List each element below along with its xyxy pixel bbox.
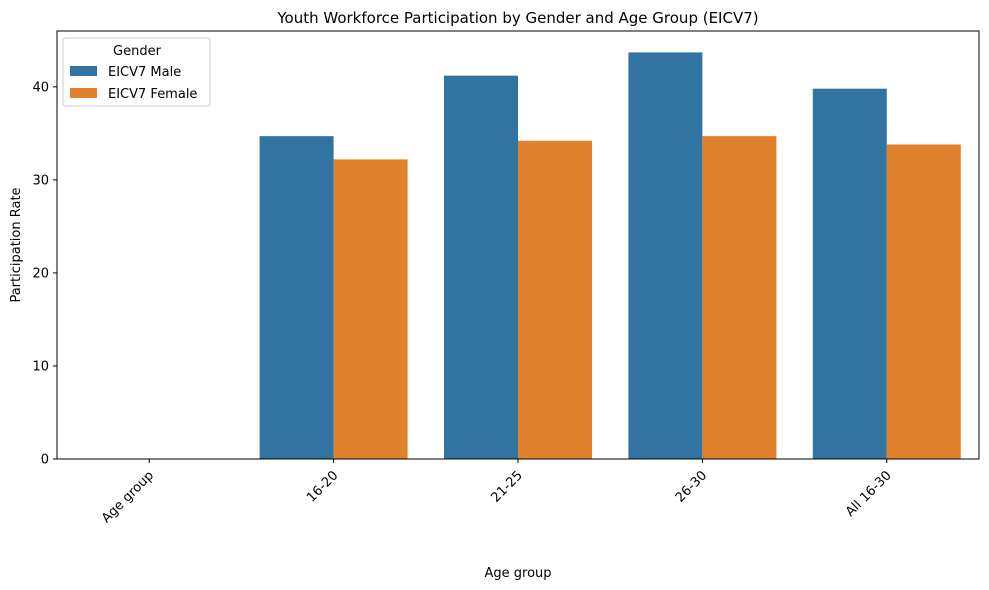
x-tick-label: 21-25 <box>489 468 526 505</box>
chart-title: Youth Workforce Participation by Gender … <box>276 9 758 27</box>
bar-eicv7-female-26-30 <box>702 136 777 459</box>
y-tick-label: 10 <box>32 359 49 374</box>
bars-layer <box>259 52 961 460</box>
bar-eicv7-male-26-30 <box>628 52 703 460</box>
bar-eicv7-male-21-25 <box>444 75 518 460</box>
y-axis: 0 10 20 30 40 <box>32 80 57 468</box>
y-tick-label: 40 <box>32 80 49 95</box>
bar-eicv7-female-all-16-30 <box>886 144 961 459</box>
y-axis-label: Participation Rate <box>9 187 24 302</box>
legend-title: Gender <box>113 44 162 59</box>
x-axis: Age group 16-20 21-25 26-30 All 16-30 <box>99 459 895 526</box>
bar-eicv7-female-16-20 <box>333 159 408 459</box>
plot-frame <box>56 30 980 460</box>
x-axis-label: Age group <box>484 566 551 581</box>
y-tick-label: 20 <box>32 266 49 281</box>
x-tick-label: Age group <box>99 468 157 526</box>
y-tick-label: 0 <box>41 453 49 468</box>
bar-eicv7-male-16-20 <box>259 136 334 459</box>
legend-label-male: EICV7 Male <box>108 65 181 80</box>
x-tick-label: 16-20 <box>304 468 341 505</box>
x-tick-label: 26-30 <box>673 468 710 505</box>
legend-swatch-male <box>70 66 97 76</box>
legend-swatch-female <box>70 88 97 98</box>
legend-label-female: EICV7 Female <box>108 87 197 102</box>
bar-eicv7-female-21-25 <box>518 140 592 459</box>
x-tick-label: All 16-30 <box>843 468 895 520</box>
legend-frame <box>62 37 211 107</box>
legend: Gender EICV7 Male EICV7 Female <box>62 37 211 107</box>
bar-eicv7-male-all-16-30 <box>812 88 887 460</box>
y-tick-label: 30 <box>32 173 49 188</box>
